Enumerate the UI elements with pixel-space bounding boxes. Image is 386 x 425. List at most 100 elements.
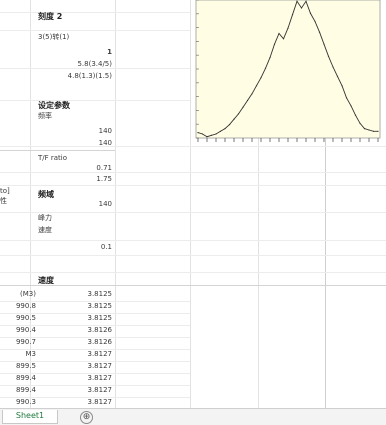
cell-label[interactable]: 频率	[38, 112, 52, 120]
sheet-tab[interactable]: Sheet1	[2, 410, 58, 424]
data-point	[377, 130, 379, 132]
cell-title[interactable]: 刻度 2	[38, 12, 63, 21]
row-divider	[0, 385, 190, 386]
table-cell-value[interactable]: 3.8126	[87, 326, 113, 334]
table-cell-value[interactable]: 3.8127	[87, 374, 113, 382]
table-cell-label[interactable]: 899.5	[15, 362, 36, 370]
plot-area	[195, 0, 381, 139]
row-divider	[0, 185, 386, 186]
cell-value[interactable]: 1	[107, 48, 112, 56]
row-divider	[0, 172, 386, 173]
row-divider	[0, 313, 190, 314]
data-point	[246, 99, 249, 102]
row-divider	[0, 212, 386, 213]
data-point	[251, 93, 253, 95]
data-point	[309, 12, 312, 14]
data-point	[323, 43, 325, 45]
table-cell-value[interactable]: 3.8125	[87, 290, 113, 298]
data-point	[233, 118, 235, 120]
data-point	[197, 132, 199, 134]
table-cell-value[interactable]: 3.8125	[87, 314, 113, 322]
data-point	[314, 20, 316, 22]
table-cell-label[interactable]: 990.7	[15, 338, 36, 346]
row-divider	[0, 301, 190, 302]
cell-side-label[interactable]: to]	[0, 187, 10, 195]
data-point	[228, 124, 231, 126]
cell-label[interactable]: 峰力	[38, 214, 52, 222]
data-point	[264, 67, 267, 69]
data-point	[206, 136, 208, 138]
table-cell-label[interactable]: 990.4	[15, 326, 36, 334]
table-cell-label[interactable]: 990.8	[15, 302, 36, 310]
column-divider	[325, 0, 326, 408]
table-cell-label[interactable]: M3	[25, 350, 37, 358]
data-point	[278, 32, 280, 35]
data-point	[242, 106, 244, 108]
line-chart[interactable]	[190, 0, 386, 146]
cell-ratio-label[interactable]: T/F ratio	[38, 154, 68, 162]
row-divider	[0, 272, 386, 273]
data-point	[291, 14, 294, 16]
table-cell-label[interactable]: 990.5	[15, 314, 36, 322]
data-point	[359, 122, 361, 124]
column-divider	[30, 0, 31, 408]
row-divider	[0, 12, 190, 13]
data-point	[345, 97, 348, 99]
row-divider	[0, 285, 386, 286]
table-cell-value[interactable]: 3.8127	[87, 350, 113, 358]
table-cell-label[interactable]: 899.4	[15, 386, 36, 394]
data-point	[305, 0, 307, 2]
data-point	[336, 75, 339, 77]
data-point	[224, 128, 226, 130]
data-point	[350, 105, 352, 107]
cell-value[interactable]: 4.8(1.3)(1.5)	[67, 72, 112, 80]
table-cell-value[interactable]: 3.8127	[87, 362, 113, 370]
column-divider	[258, 0, 259, 408]
row-divider	[0, 373, 190, 374]
cell-label[interactable]: 速度	[38, 226, 52, 234]
cell-section-header[interactable]: 频域	[38, 190, 54, 199]
row-divider	[0, 240, 386, 241]
cell-value[interactable]: 0.1	[100, 243, 112, 251]
row-divider	[0, 100, 190, 101]
cell-value[interactable]: 140	[98, 200, 112, 208]
row-divider	[0, 146, 386, 147]
table-cell-label[interactable]: 899.4	[15, 374, 36, 382]
cell-value[interactable]: 0.71	[96, 164, 112, 172]
data-point	[210, 134, 213, 136]
data-point	[354, 114, 357, 116]
cell-section-header[interactable]: 设定参数	[38, 101, 70, 110]
cell-rpm-label[interactable]: 3(5)转(1)	[38, 33, 70, 41]
spreadsheet-grid[interactable]: 刻度 2 3(5)转(1) 1 5.8(3.4/5) 4.8(1.3)(1.5)…	[0, 0, 386, 408]
data-point	[300, 7, 303, 9]
cell-value[interactable]: 140	[98, 127, 112, 135]
data-point	[287, 27, 289, 29]
cell-table-header[interactable]: 速度	[38, 276, 54, 285]
table-cell-label[interactable]: (M3)	[20, 290, 36, 298]
data-point	[255, 85, 258, 87]
data-point	[372, 130, 375, 132]
data-point	[215, 133, 217, 135]
data-point	[368, 129, 370, 131]
row-divider	[0, 30, 190, 31]
table-cell-value[interactable]: 3.8127	[87, 398, 113, 406]
table-cell-label[interactable]: 990.3	[15, 398, 36, 406]
data-point	[237, 113, 240, 115]
sheet-tab-bar: Sheet1 ⊕	[0, 408, 386, 425]
cell-value[interactable]: 1.75	[96, 175, 112, 183]
row-divider	[0, 325, 190, 326]
row-divider	[0, 255, 386, 256]
cell-side-label[interactable]: 性	[0, 197, 7, 205]
table-cell-value[interactable]: 3.8126	[87, 338, 113, 346]
data-point	[201, 133, 204, 135]
row-divider	[0, 337, 190, 338]
data-point	[363, 128, 366, 130]
row-divider	[0, 68, 190, 69]
table-cell-value[interactable]: 3.8127	[87, 386, 113, 394]
data-point	[260, 77, 262, 79]
cell-value[interactable]: 140	[98, 139, 112, 147]
table-cell-value[interactable]: 3.8125	[87, 302, 113, 310]
cell-value[interactable]: 5.8(3.4/5)	[77, 60, 112, 68]
add-sheet-icon[interactable]: ⊕	[80, 411, 93, 424]
data-point	[318, 31, 321, 33]
